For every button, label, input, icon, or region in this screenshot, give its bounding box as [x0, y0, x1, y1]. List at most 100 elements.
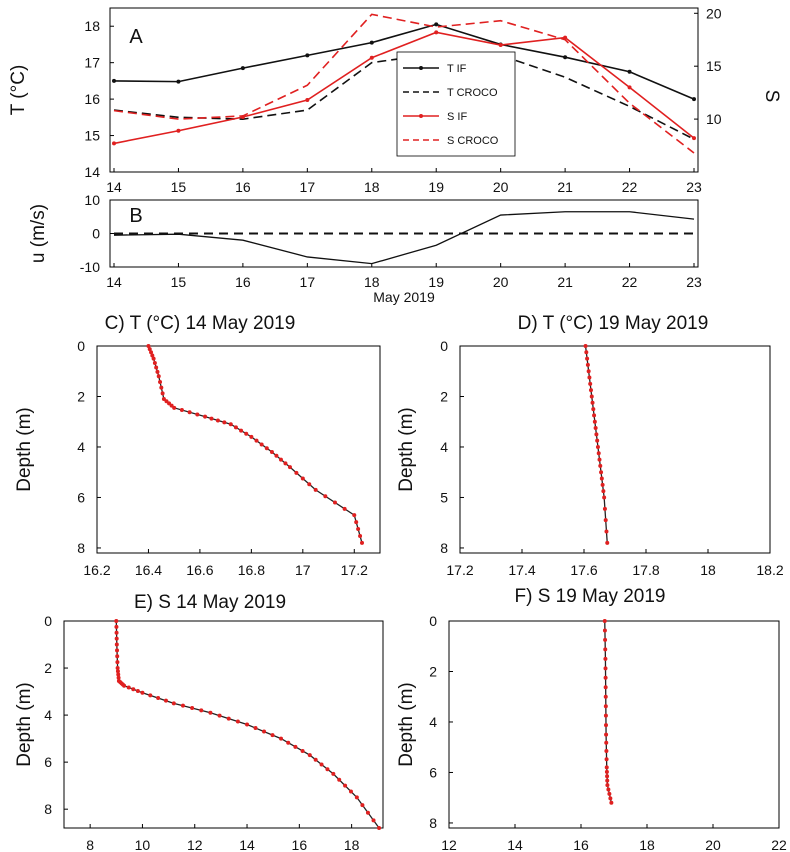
panel-d-point — [593, 426, 598, 431]
panel-e-point — [199, 708, 204, 713]
panel-e-point — [171, 701, 176, 706]
panel-a-ytick-label: 14 — [84, 164, 100, 180]
panel-f-xtick-label: 18 — [639, 837, 655, 852]
panel-f-point — [605, 783, 610, 788]
panel-a-xtick-label: 21 — [557, 179, 573, 195]
panel-d-point — [589, 394, 594, 399]
panel-b-xtick-label: 18 — [364, 274, 380, 290]
panel-e-point — [343, 783, 348, 788]
panel-d-ylabel: Depth (m) — [396, 407, 417, 491]
panel-a-point — [176, 128, 181, 133]
panel-d-point — [599, 470, 604, 475]
panel-d-xtick-label: 18 — [700, 562, 716, 578]
panel-a-xtick-label: 18 — [364, 179, 380, 195]
panel-d-point — [602, 506, 607, 511]
panel-d-point — [588, 388, 593, 393]
panel-b-xtick-label: 23 — [686, 274, 702, 290]
panel-d-ytick-label: 4 — [440, 439, 448, 455]
panel-c-profile-line — [147, 345, 363, 544]
panel-f-point — [604, 765, 609, 770]
panel-e-point — [371, 818, 376, 823]
panel-d-xtick-label: 17.6 — [570, 562, 597, 578]
panel-c-xtick-label: 17.2 — [341, 562, 368, 578]
panel-d-point — [598, 463, 603, 468]
panel-a-ytick-label: 15 — [84, 128, 100, 144]
panel-a-frame — [109, 7, 699, 173]
panel-a-xtick-label: 20 — [493, 179, 509, 195]
panel-e-point — [140, 690, 145, 695]
panel-a-point — [563, 55, 568, 60]
panel-a-point — [305, 53, 310, 58]
panel-c-point — [287, 465, 292, 470]
panel-c-point — [215, 418, 220, 423]
panel-a-point — [369, 55, 374, 60]
panel-a-point — [627, 85, 632, 90]
panel-b-xtick-label: 14 — [106, 274, 122, 290]
panel-a-ytick-right-label: 10 — [706, 111, 722, 127]
panel-e-point — [365, 810, 370, 815]
panel-a-xtick-label: 22 — [622, 179, 638, 195]
panel-f-ytick-label: 4 — [429, 714, 437, 730]
panel-d-ytick-label: 5 — [440, 489, 448, 505]
panel-e-point — [163, 698, 168, 703]
panel-a-point — [176, 79, 181, 84]
panel-a-legend-marker — [419, 66, 423, 70]
panel-c-point — [155, 369, 160, 374]
panel-d-point — [585, 362, 590, 367]
panel-d-ytick-label: 0 — [440, 338, 448, 354]
panel-f-point — [605, 774, 610, 779]
panel-d-point — [605, 540, 610, 545]
panel-c-point — [323, 494, 328, 499]
panel-e-point — [235, 719, 240, 724]
panel-e-point — [331, 771, 336, 776]
panel-c-point — [158, 379, 163, 384]
panel-d-point — [595, 444, 600, 449]
panel-b-xtick-label: 22 — [622, 274, 638, 290]
panel-b-ytick-label: 10 — [84, 192, 100, 208]
panel-c-point — [358, 533, 363, 538]
panel-a-xtick-label: 16 — [235, 179, 251, 195]
panel-c-point — [179, 408, 184, 413]
panel-a-point — [498, 43, 503, 48]
panel-a-legend-label: S IF — [447, 111, 467, 123]
panel-c-point — [332, 500, 337, 505]
panel-b-xtick-label: 20 — [493, 274, 509, 290]
panel-d-point — [583, 344, 588, 348]
panel-e-point — [115, 660, 120, 665]
panel-e-point — [360, 803, 365, 808]
panel-c-point — [254, 438, 259, 443]
panel-d-ytick-label: 2 — [440, 388, 448, 404]
panel-a-point — [627, 69, 632, 74]
panel-d-point — [591, 407, 596, 412]
panel-e-ytick-label: 8 — [44, 801, 52, 817]
panel-b-ylabel: u (m/s) — [28, 204, 49, 263]
panel-c-frame — [96, 345, 381, 554]
panel-c-ytick-label: 4 — [77, 439, 85, 455]
panel-d-point — [602, 495, 607, 500]
panel-a-legend-label: S CROCO — [447, 135, 499, 147]
panel-f-xtick-label: 14 — [507, 837, 523, 852]
panel-f-xtick-label: 12 — [441, 837, 457, 852]
panel-c-point — [294, 470, 299, 475]
panel-f-point — [609, 800, 614, 805]
panel-d-xtick-label: 18.2 — [756, 562, 783, 578]
panel-d-frame — [459, 345, 771, 554]
panel-d-point — [600, 482, 605, 487]
panel-f-point — [606, 787, 611, 792]
panel-e-title: E) S 14 May 2019 — [134, 592, 286, 613]
panel-d-point — [601, 489, 606, 494]
panel-e-point — [114, 619, 119, 623]
panel-e-point — [180, 703, 185, 708]
panel-a-legend-label: T CROCO — [447, 87, 498, 99]
panel-c-point — [342, 506, 347, 511]
panel-c-xtick-label: 17 — [295, 562, 311, 578]
panel-f-point — [604, 769, 609, 774]
panel-d-profile-line — [584, 345, 608, 543]
panel-e-xtick-label: 8 — [86, 837, 94, 852]
panel-c-point — [160, 391, 165, 396]
panel-b-xtick-label: 21 — [557, 274, 573, 290]
panel-a-point — [692, 136, 696, 141]
panel-d-point — [592, 419, 597, 424]
panel-f-point — [603, 656, 608, 661]
panel-c-point — [146, 344, 151, 348]
